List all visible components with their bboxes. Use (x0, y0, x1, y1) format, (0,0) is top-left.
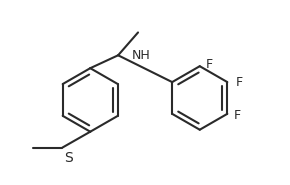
Text: NH: NH (132, 49, 151, 62)
Text: S: S (64, 151, 73, 165)
Text: F: F (235, 76, 242, 89)
Text: F: F (233, 109, 240, 122)
Text: F: F (206, 58, 213, 71)
